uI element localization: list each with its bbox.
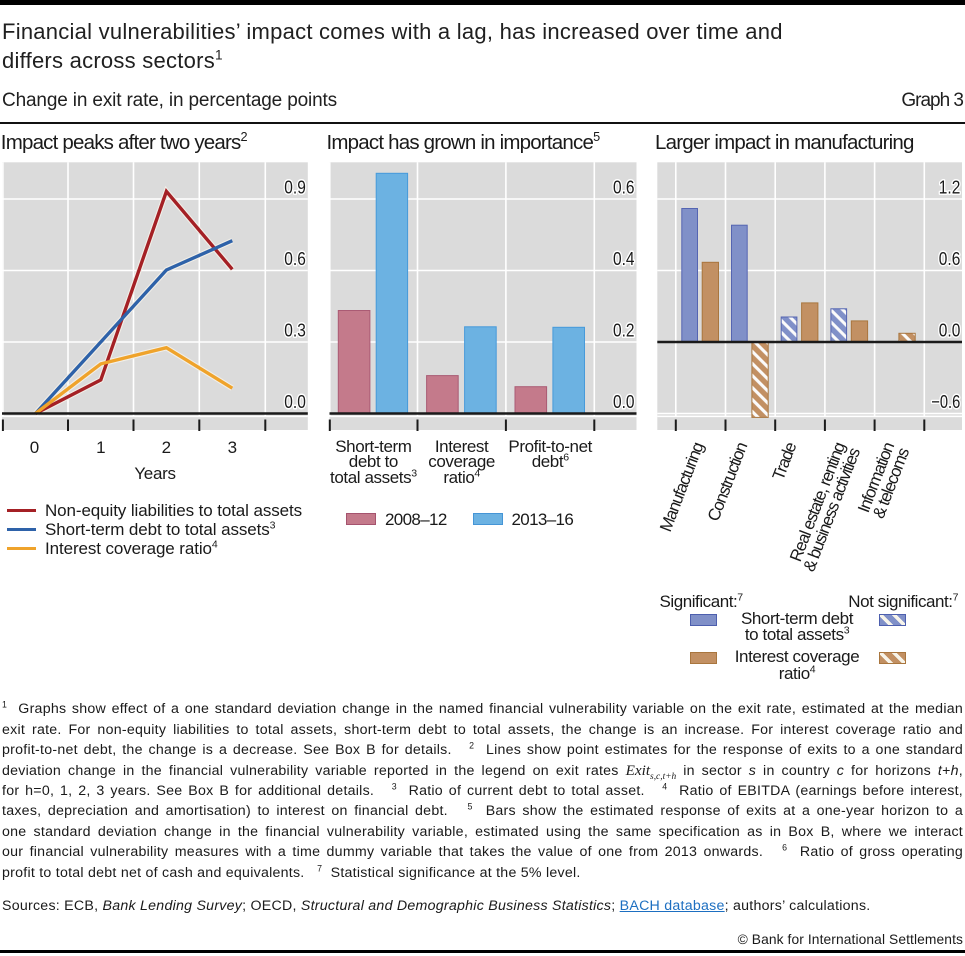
svg-text:0.9: 0.9 (284, 177, 306, 198)
svg-text:0.6: 0.6 (613, 177, 635, 198)
svg-text:1.2: 1.2 (939, 177, 961, 198)
svg-text:0.0: 0.0 (939, 320, 961, 341)
svg-text:0.4: 0.4 (613, 248, 635, 269)
svg-text:0.6: 0.6 (284, 248, 306, 269)
svg-text:0.0: 0.0 (613, 391, 635, 412)
svg-text:0.2: 0.2 (613, 320, 635, 341)
svg-text:0.6: 0.6 (939, 248, 961, 269)
svg-text:−0.6: −0.6 (931, 391, 960, 412)
svg-text:0.3: 0.3 (284, 320, 306, 341)
svg-text:0.0: 0.0 (284, 391, 306, 412)
